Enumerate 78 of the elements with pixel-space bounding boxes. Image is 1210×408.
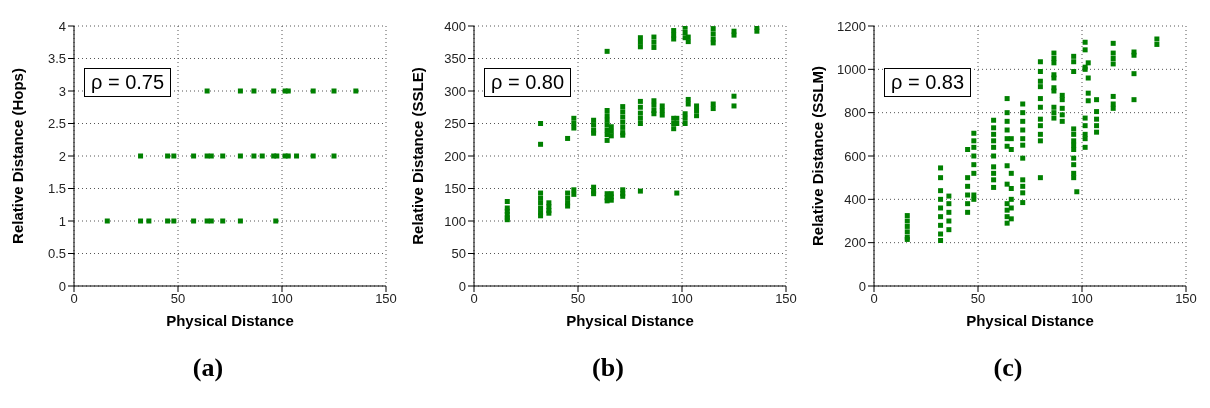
point bbox=[237, 153, 243, 159]
y-tick-label: 200 bbox=[844, 235, 866, 251]
x-axis-title: Physical Distance bbox=[966, 312, 1094, 329]
annotation: ρ = 0.83 bbox=[884, 68, 972, 97]
point bbox=[191, 218, 197, 224]
y-tick-label: 400 bbox=[844, 191, 866, 207]
point bbox=[138, 153, 144, 159]
point bbox=[220, 153, 226, 159]
annotation: ρ = 0.80 bbox=[484, 68, 572, 97]
y-tick-label: 0 bbox=[458, 278, 466, 294]
x-tick-label: 100 bbox=[671, 291, 693, 307]
point bbox=[165, 153, 171, 159]
text: (a) bbox=[191, 353, 225, 383]
text: (c) bbox=[992, 353, 1024, 383]
point bbox=[310, 88, 316, 94]
y-tick-label: 600 bbox=[844, 148, 866, 164]
point bbox=[146, 218, 152, 224]
point bbox=[208, 218, 214, 224]
y-tick-label: 800 bbox=[844, 105, 866, 121]
y-tick-label: 0 bbox=[58, 278, 66, 294]
y-tick-label: 1000 bbox=[837, 61, 866, 77]
x-tick-label: 50 bbox=[970, 291, 986, 307]
y-axis-title: Relative Distance (Hops) bbox=[9, 68, 27, 244]
point bbox=[331, 88, 337, 94]
point bbox=[138, 218, 144, 224]
x-tick-label: 150 bbox=[775, 291, 797, 307]
y-tick-label: 1.5 bbox=[47, 181, 66, 197]
x-axis-title: Physical Distance bbox=[166, 312, 294, 329]
x-tick-label: 0 bbox=[70, 291, 78, 307]
point bbox=[204, 88, 210, 94]
point bbox=[251, 153, 257, 159]
point bbox=[251, 88, 257, 94]
x-tick-label: 150 bbox=[375, 291, 397, 307]
point bbox=[331, 153, 337, 159]
x-tick-label: 50 bbox=[570, 291, 586, 307]
y-tick-label: 400 bbox=[444, 18, 466, 34]
x-tick-label: 50 bbox=[170, 291, 186, 307]
point bbox=[191, 153, 197, 159]
y-tick-label: 350 bbox=[444, 51, 466, 67]
point bbox=[171, 153, 177, 159]
y-tick-label: 250 bbox=[444, 116, 466, 132]
y-axis-title: Relative Distance (SSLM) bbox=[809, 65, 827, 247]
point bbox=[171, 218, 177, 224]
point bbox=[165, 218, 171, 224]
y-tick-label: 100 bbox=[444, 213, 466, 229]
y-tick-label: 50 bbox=[451, 246, 466, 262]
point bbox=[237, 88, 243, 94]
y-tick-label: 150 bbox=[444, 181, 466, 197]
x-tick-label: 0 bbox=[470, 291, 478, 307]
y-tick-label: 3 bbox=[58, 83, 66, 99]
point bbox=[273, 218, 279, 224]
x-tick-label: 100 bbox=[1071, 291, 1093, 307]
x-tick-label: 100 bbox=[271, 291, 293, 307]
x-axis-title: Physical Distance bbox=[566, 312, 694, 329]
y-tick-label: 2.5 bbox=[47, 116, 66, 132]
y-tick-label: 1200 bbox=[837, 18, 866, 34]
y-tick-label: 200 bbox=[444, 148, 466, 164]
y-tick-label: 1 bbox=[58, 213, 66, 229]
y-tick-label: 2 bbox=[58, 148, 66, 164]
point bbox=[220, 218, 226, 224]
point bbox=[353, 88, 359, 94]
point bbox=[237, 218, 243, 224]
y-tick-label: 300 bbox=[444, 83, 466, 99]
point bbox=[310, 153, 316, 159]
text: (b) bbox=[591, 353, 625, 383]
point bbox=[208, 153, 214, 159]
y-tick-label: 0 bbox=[858, 278, 866, 294]
point bbox=[271, 88, 277, 94]
annotation: ρ = 0.75 bbox=[84, 68, 172, 97]
point bbox=[259, 153, 265, 159]
y-tick-label: 3.5 bbox=[47, 51, 66, 67]
x-tick-label: 150 bbox=[1175, 291, 1197, 307]
point bbox=[294, 153, 300, 159]
y-tick-label: 0.5 bbox=[47, 246, 66, 262]
y-axis-title: Relative Distance (SSLE) bbox=[409, 67, 427, 245]
y-tick-label: 4 bbox=[58, 18, 66, 34]
point bbox=[104, 218, 110, 224]
x-tick-label: 0 bbox=[870, 291, 878, 307]
